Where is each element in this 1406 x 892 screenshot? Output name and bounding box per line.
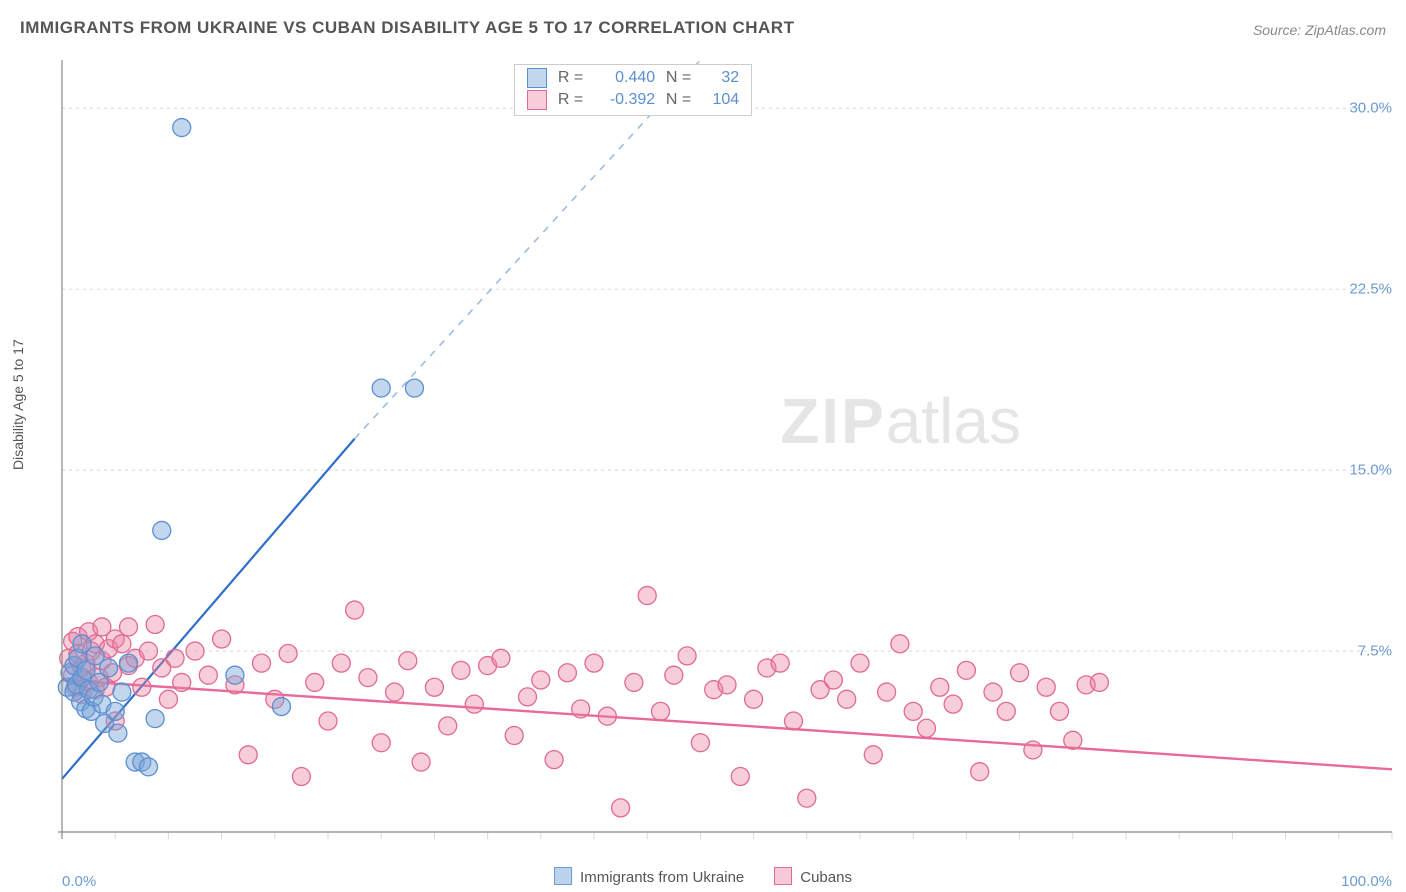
stats-n-label: N = <box>663 69 691 87</box>
legend-swatch-cubans <box>774 867 792 885</box>
legend-item-ukraine: Immigrants from Ukraine <box>554 867 744 886</box>
stats-n-label: N = <box>663 91 691 109</box>
legend: Immigrants from Ukraine Cubans <box>554 867 852 886</box>
y-tick-label: 15.0% <box>1349 462 1392 479</box>
legend-label-ukraine: Immigrants from Ukraine <box>580 869 744 886</box>
stats-r-value: 0.440 <box>591 69 655 87</box>
stats-row: R = -0.392 N = 104 <box>527 89 739 111</box>
x-tick-label-max: 100.0% <box>1341 873 1392 890</box>
chart-svg <box>0 50 1406 892</box>
source-name: ZipAtlas.com <box>1305 22 1386 38</box>
stats-swatch <box>527 68 547 88</box>
correlation-stats-box: R = 0.440 N = 32 R = -0.392 N = 104 <box>514 64 752 116</box>
legend-label-cubans: Cubans <box>800 869 852 886</box>
y-tick-label: 7.5% <box>1358 643 1392 660</box>
x-tick-label-min: 0.0% <box>62 873 96 890</box>
stats-row: R = 0.440 N = 32 <box>527 67 739 89</box>
stats-r-label: R = <box>555 91 583 109</box>
y-tick-label: 30.0% <box>1349 100 1392 117</box>
legend-swatch-ukraine <box>554 867 572 885</box>
stats-n-value: 104 <box>699 91 739 109</box>
stats-r-label: R = <box>555 69 583 87</box>
stats-swatch <box>527 90 547 110</box>
y-tick-label: 22.5% <box>1349 281 1392 298</box>
stats-r-value: -0.392 <box>591 91 655 109</box>
legend-item-cubans: Cubans <box>774 867 852 886</box>
stats-n-value: 32 <box>699 69 739 87</box>
source-prefix: Source: <box>1253 22 1305 38</box>
source-label: Source: ZipAtlas.com <box>1253 22 1386 38</box>
chart-title: IMMIGRANTS FROM UKRAINE VS CUBAN DISABIL… <box>20 18 794 38</box>
plot-area: Disability Age 5 to 17 7.5%15.0%22.5%30.… <box>0 50 1406 892</box>
